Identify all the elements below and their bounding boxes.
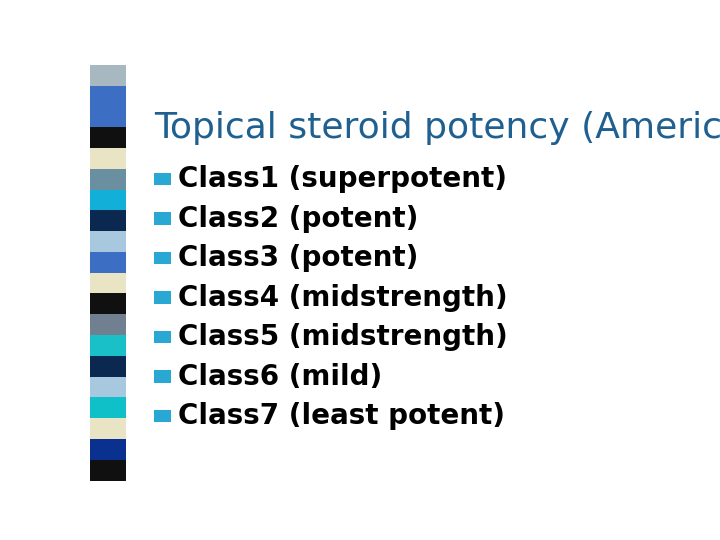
Bar <box>90 210 126 231</box>
Text: Class5 (midstrength): Class5 (midstrength) <box>178 323 508 351</box>
Bar <box>90 460 126 481</box>
Bar <box>154 212 171 225</box>
Bar <box>90 168 126 190</box>
Bar <box>154 370 171 383</box>
Text: Class7 (least potent): Class7 (least potent) <box>178 402 505 430</box>
Text: Class3 (potent): Class3 (potent) <box>178 244 418 272</box>
Bar <box>90 106 126 127</box>
Bar <box>90 397 126 418</box>
Text: Class6 (mild): Class6 (mild) <box>178 363 382 390</box>
Text: Class1 (superpotent): Class1 (superpotent) <box>178 165 507 193</box>
Bar <box>90 294 126 314</box>
Bar <box>90 314 126 335</box>
Bar <box>90 356 126 377</box>
Bar <box>154 410 171 422</box>
Bar <box>154 252 171 265</box>
Bar <box>154 173 171 185</box>
Bar <box>90 85 126 106</box>
Bar <box>90 148 126 168</box>
Bar <box>154 292 171 304</box>
Bar <box>90 377 126 397</box>
Bar <box>90 418 126 439</box>
Bar <box>90 335 126 356</box>
Text: Topical steroid potency (American): Topical steroid potency (American) <box>154 111 720 145</box>
Bar <box>90 190 126 211</box>
Bar <box>90 252 126 273</box>
Bar <box>90 273 126 294</box>
Bar <box>90 439 126 460</box>
Bar <box>90 231 126 252</box>
Bar <box>154 331 171 343</box>
Bar <box>90 127 126 148</box>
Text: Class2 (potent): Class2 (potent) <box>178 205 418 233</box>
Bar <box>90 65 126 85</box>
Text: Class4 (midstrength): Class4 (midstrength) <box>178 284 508 312</box>
